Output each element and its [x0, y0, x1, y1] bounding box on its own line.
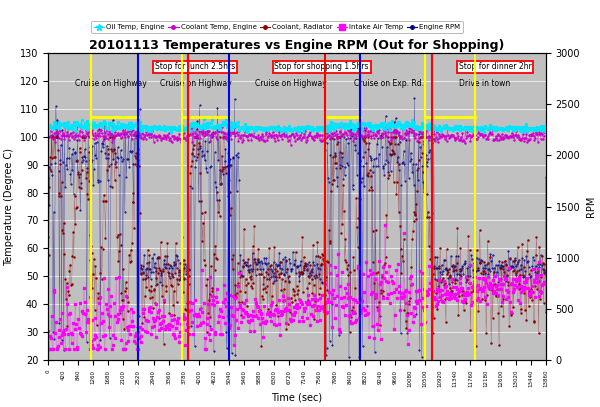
Legend: Oil Temp, Engine, Coolant Temp, Engine, Coolant, Radiator, Intake Air Temp, Engi: Oil Temp, Engine, Coolant Temp, Engine, … — [91, 21, 463, 33]
Text: Cruise on Highway: Cruise on Highway — [160, 79, 232, 88]
Y-axis label: Temperature (Degree C): Temperature (Degree C) — [4, 147, 14, 265]
Text: Stop for shopping 1.5hrs: Stop for shopping 1.5hrs — [274, 62, 369, 72]
Title: 20101113 Temperatures vs Engine RPM (Out for Shopping): 20101113 Temperatures vs Engine RPM (Out… — [89, 39, 505, 52]
Text: Stop for lunch 2.5hrs: Stop for lunch 2.5hrs — [155, 62, 235, 72]
Text: Drive in town: Drive in town — [458, 79, 510, 88]
Text: Cruise on Highway: Cruise on Highway — [254, 79, 326, 88]
Text: Stop for dinner 2hr: Stop for dinner 2hr — [458, 62, 532, 72]
Text: Cruise on Highway: Cruise on Highway — [76, 79, 147, 88]
Text: Cruise on Exp. Rd.: Cruise on Exp. Rd. — [354, 79, 424, 88]
X-axis label: Time (sec): Time (sec) — [271, 393, 322, 403]
Y-axis label: RPM: RPM — [586, 196, 596, 217]
